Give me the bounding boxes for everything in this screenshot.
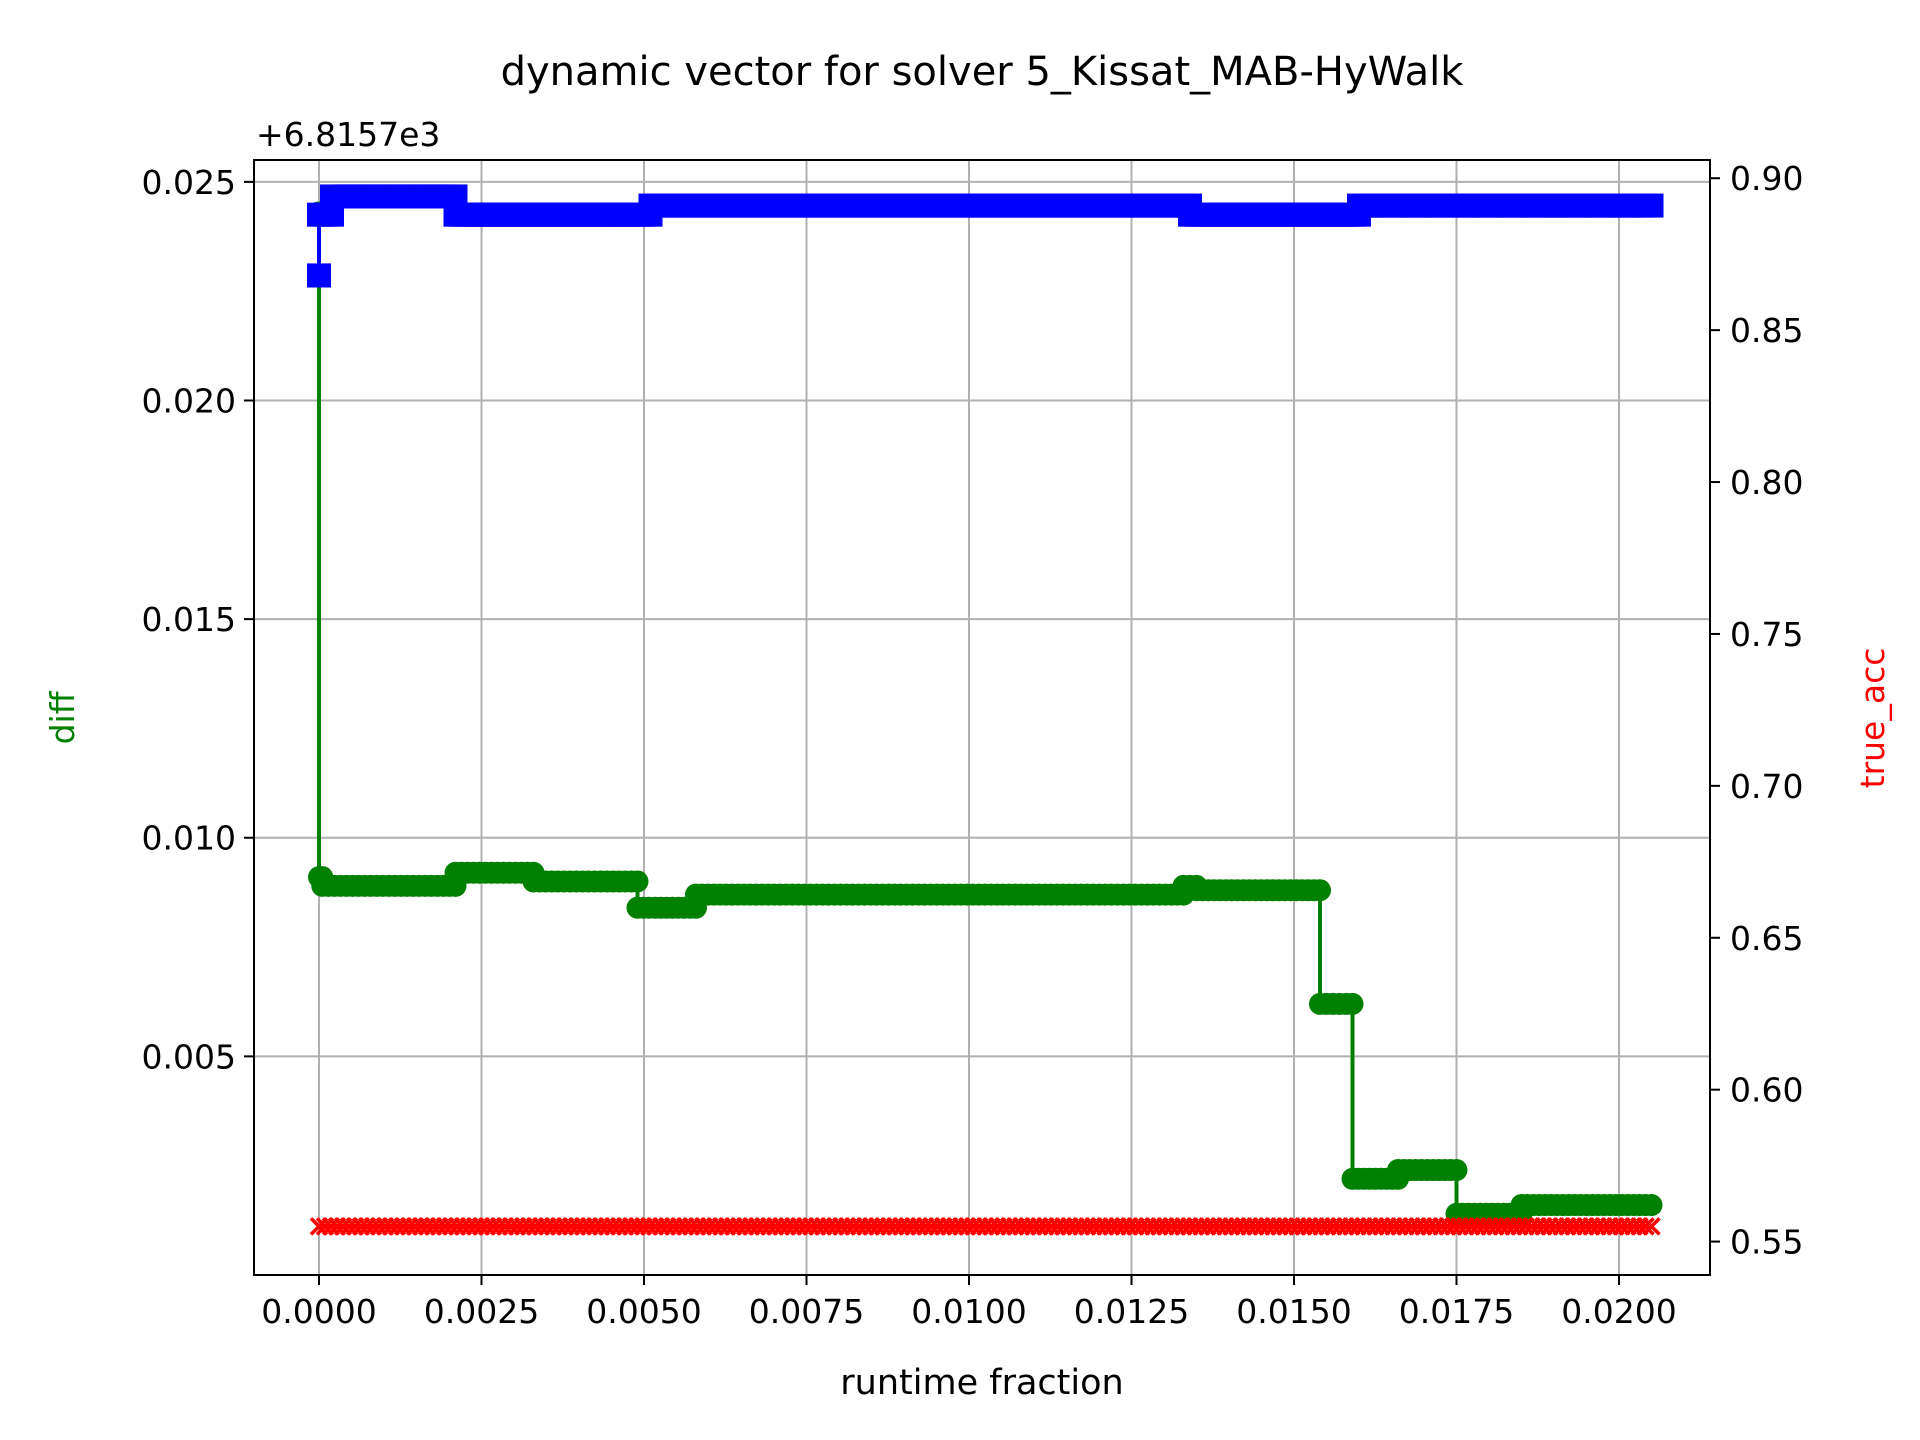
- series-square: [307, 184, 1664, 288]
- x-tick-label: 0.0150: [1236, 1292, 1351, 1331]
- data-point: [1642, 1217, 1661, 1236]
- x-axis-label: runtime fraction: [840, 1363, 1123, 1403]
- data-point: [307, 263, 331, 288]
- data-point: [1341, 992, 1364, 1015]
- data-point: [1636, 1217, 1655, 1236]
- x-tick-label: 0.0100: [911, 1292, 1026, 1331]
- y-left-tick-label: 0.015: [142, 600, 236, 639]
- data-point: [1445, 1159, 1468, 1182]
- x-tick-label: 0.0125: [1074, 1292, 1189, 1331]
- y-right-tick-label: 0.60: [1730, 1071, 1803, 1110]
- y-left-tick-label: 0.010: [142, 819, 236, 858]
- series-layer: [307, 184, 1664, 1236]
- x-tick-label: 0.0025: [424, 1292, 539, 1331]
- y-right-tick-label: 0.55: [1730, 1223, 1803, 1262]
- y-right-tick-label: 0.65: [1730, 919, 1803, 958]
- series-circle: [308, 201, 1663, 1225]
- y-left-tick-label: 0.005: [142, 1037, 236, 1076]
- plot-frame: [253, 159, 1711, 1276]
- data-point: [1640, 1194, 1663, 1217]
- x-tick-label: 0.0175: [1399, 1292, 1514, 1331]
- y-right-tick-label: 0.75: [1730, 615, 1803, 654]
- y-left-tick-label: 0.020: [142, 381, 236, 420]
- data-point: [626, 870, 649, 893]
- offset-label: +6.8157e3: [256, 115, 440, 154]
- y-axis-right: 0.55 0.60 0.65 0.70 0.75 0.80 0.85 0.90: [1710, 159, 1803, 1262]
- series-x: [309, 1217, 1661, 1236]
- data-point: [1639, 193, 1664, 218]
- grid: [254, 160, 1710, 1275]
- y-right-tick-label: 0.80: [1730, 463, 1803, 502]
- chart-title: dynamic vector for solver 5_Kissat_MAB-H…: [501, 49, 1465, 95]
- y-left-tick-label: 0.025: [142, 163, 236, 202]
- y-axis-left-label: diff: [43, 690, 82, 744]
- data-point: [1309, 879, 1331, 902]
- x-axis: 0.0000 0.0025 0.0050 0.0075 0.0100 0.0125 0.01…: [261, 1275, 1677, 1331]
- x-tick-label: 0.0000: [261, 1292, 376, 1331]
- x-tick-label: 0.0200: [1561, 1292, 1676, 1331]
- x-tick-label: 0.0050: [586, 1292, 701, 1331]
- x-tick-label: 0.0075: [749, 1292, 864, 1331]
- y-axis-left: 0.005 0.010 0.015 0.020 0.025: [142, 163, 254, 1076]
- y-right-tick-label: 0.85: [1730, 311, 1803, 350]
- y-right-tick-label: 0.70: [1730, 767, 1803, 806]
- y-axis-right-label: true_acc: [1853, 648, 1892, 789]
- y-right-tick-label: 0.90: [1730, 159, 1803, 198]
